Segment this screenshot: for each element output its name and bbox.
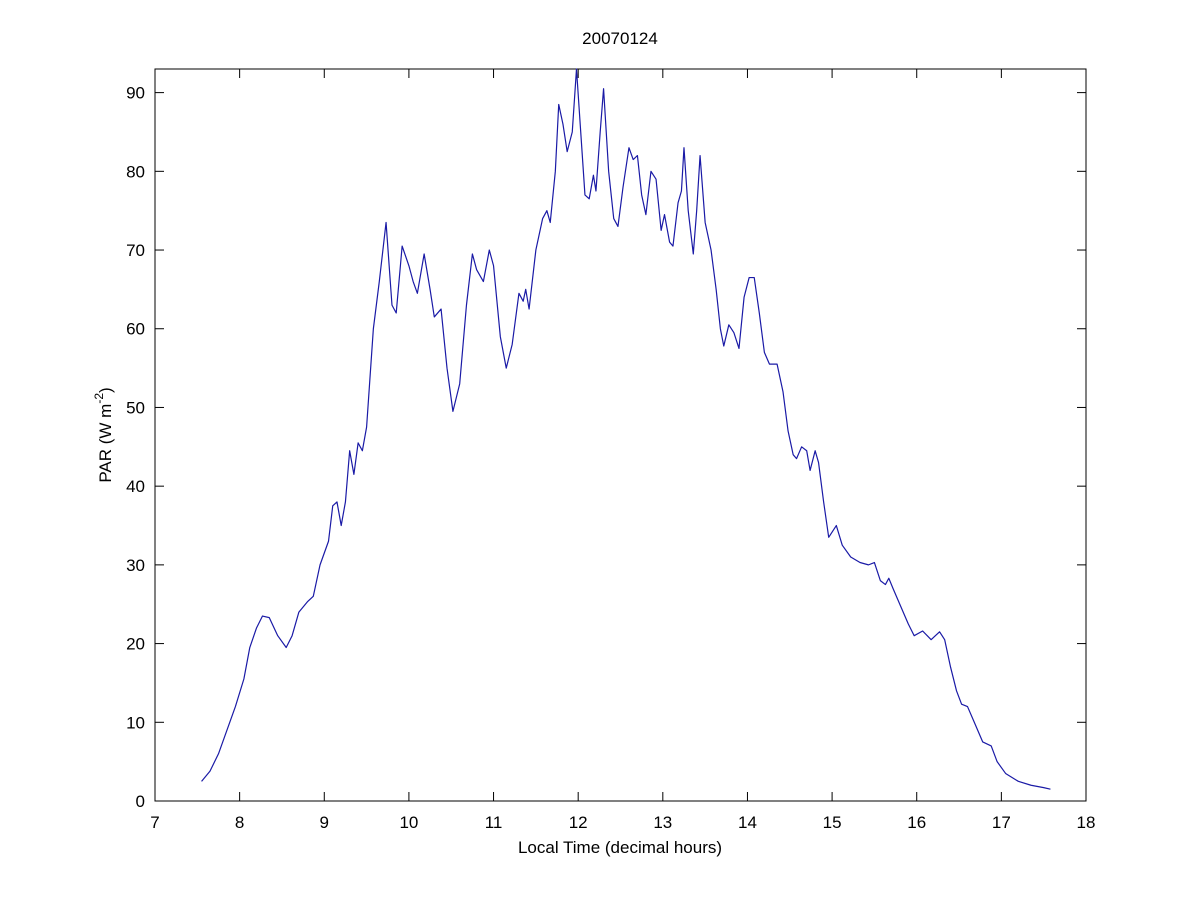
x-tick-label: 17: [992, 813, 1011, 832]
data-line: [201, 68, 1051, 790]
y-tick-label: 90: [126, 84, 145, 103]
x-tick-label: 11: [485, 813, 503, 832]
x-tick-label: 13: [653, 813, 672, 832]
plot-frame: [154, 68, 1087, 802]
y-axis-label-exponent: -2: [92, 393, 106, 404]
y-tick-label: 70: [126, 241, 145, 260]
y-tick-label: 20: [126, 635, 145, 654]
x-axis-label: Local Time (decimal hours): [518, 838, 722, 857]
y-tick-label: 30: [126, 556, 145, 575]
y-tick-label: 10: [126, 713, 145, 732]
y-tick-label: 60: [126, 320, 145, 339]
y-axis-label-text: ): [96, 387, 115, 393]
y-axis-label: PAR (W m-2): [92, 387, 115, 482]
x-tick-label: 8: [235, 813, 244, 832]
chart-title: 20070124: [582, 29, 658, 48]
x-tick-label: 18: [1077, 813, 1096, 832]
x-tick-label: 12: [569, 813, 588, 832]
y-tick-label: 80: [126, 162, 145, 181]
x-tick-label: 15: [823, 813, 842, 832]
x-tick-label: 7: [150, 813, 159, 832]
x-tick-label: 16: [907, 813, 926, 832]
y-tick-label: 0: [136, 792, 145, 811]
y-axis-label-text: PAR (W m: [96, 404, 115, 483]
x-tick-label: 10: [399, 813, 418, 832]
x-tick-label: 9: [320, 813, 329, 832]
x-tick-label: 14: [738, 813, 757, 832]
y-tick-label: 40: [126, 477, 145, 496]
y-tick-label: 50: [126, 398, 145, 417]
